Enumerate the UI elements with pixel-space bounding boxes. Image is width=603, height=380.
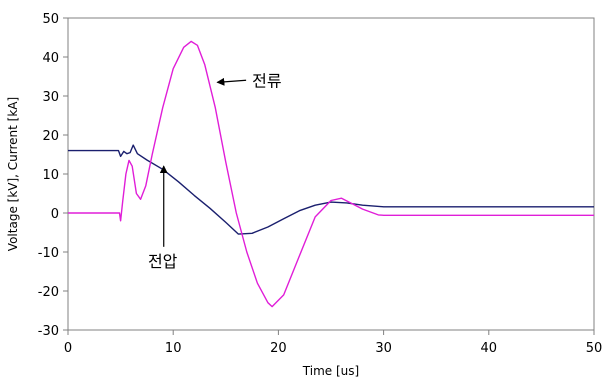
y-tick-label: -10 (38, 246, 59, 261)
x-tick-label: 20 (270, 341, 287, 356)
series-line-1 (68, 40, 594, 308)
y-tick-label: -20 (38, 285, 59, 300)
series-layer (68, 40, 594, 308)
y-tick-label: 30 (42, 90, 59, 105)
x-axis-ticks: 0 10 20 30 40 50 (64, 330, 602, 356)
x-tick-label: 10 (165, 341, 182, 356)
x-tick-label: 30 (375, 341, 392, 356)
plot-area (67, 17, 595, 331)
y-tick-label: 10 (42, 168, 59, 183)
y-tick-label: 20 (42, 129, 59, 144)
y-axis-ticks: -30 -20 -10 0 10 20 30 40 50 (38, 12, 68, 339)
x-tick-label: 40 (481, 341, 498, 356)
annotation-label: 전류 (252, 71, 281, 90)
y-tick-label: -30 (38, 324, 59, 339)
annotation-label: 전압 (148, 252, 178, 271)
x-tick-label: 50 (586, 341, 603, 356)
y-tick-label: 50 (42, 12, 59, 27)
y-tick-label: 40 (42, 51, 59, 66)
x-tick-label: 0 (64, 341, 72, 356)
x-axis-title: Time [us] (302, 364, 359, 378)
y-axis-title: Voltage [kV], Current [kA] (6, 97, 20, 251)
y-tick-label: 0 (51, 207, 59, 222)
series-line-0 (68, 144, 594, 235)
annotation-arrow (216, 77, 247, 86)
